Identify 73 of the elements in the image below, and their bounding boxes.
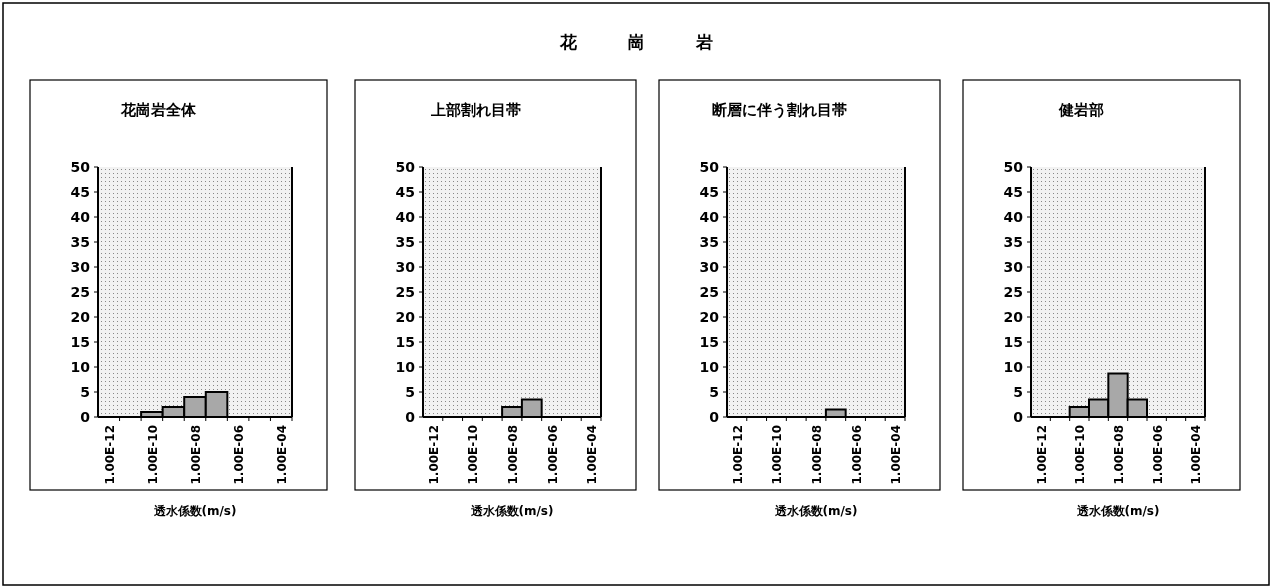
y-tick-label: 25 — [699, 284, 719, 300]
x-axis-title: 透水係数(m/s) — [1075, 504, 1160, 518]
y-tick-label: 40 — [70, 209, 91, 225]
y-tick-label: 5 — [80, 384, 90, 400]
y-tick-label: 35 — [699, 234, 719, 250]
y-tick-label: 15 — [70, 334, 90, 350]
y-tick-label: 45 — [1003, 184, 1023, 200]
y-tick-label: 35 — [70, 234, 90, 250]
y-tick-label: 5 — [405, 384, 415, 400]
x-axis-title: 透水係数(m/s) — [773, 504, 858, 518]
y-tick-label: 25 — [395, 284, 415, 300]
y-tick-label: 45 — [70, 184, 90, 200]
y-tick-label: 25 — [70, 284, 90, 300]
y-tick-label: 10 — [1003, 359, 1024, 375]
x-tick-label: 1.00E-12 — [730, 425, 745, 485]
y-tick-label: 20 — [70, 309, 91, 325]
x-axis-title: 透水係数(m/s) — [152, 504, 237, 518]
x-tick-label: 1.00E-08 — [1112, 425, 1126, 485]
y-tick-label: 50 — [395, 159, 416, 175]
x-tick-label: 1.00E-04 — [889, 425, 904, 485]
y-tick-label: 20 — [699, 309, 720, 325]
x-tick-label: 1.00E-08 — [810, 425, 824, 485]
text: 花 崗 岩 — [558, 32, 713, 52]
x-tick-label: 1.00E-08 — [506, 425, 520, 485]
x-tick-label: 1.00E-06 — [232, 425, 247, 485]
x-tick-label: 1.00E-10 — [145, 425, 160, 485]
x-tick-label: 1.00E-10 — [770, 425, 785, 485]
y-tick-label: 30 — [699, 259, 720, 275]
x-tick-label: 1.00E-06 — [849, 425, 864, 485]
y-tick-label: 40 — [1003, 209, 1024, 225]
y-tick-label: 35 — [1003, 234, 1023, 250]
y-tick-label: 15 — [395, 334, 415, 350]
x-tick-label: 1.00E-10 — [466, 425, 481, 485]
x-tick-label: 1.00E-06 — [1150, 425, 1165, 485]
y-tick-label: 15 — [699, 334, 719, 350]
y-tick-label: 10 — [699, 359, 720, 375]
y-tick-label: 40 — [699, 209, 720, 225]
y-tick-label: 10 — [70, 359, 91, 375]
x-tick-label: 1.00E-08 — [189, 425, 203, 485]
y-tick-label: 35 — [395, 234, 415, 250]
y-tick-label: 30 — [70, 259, 91, 275]
y-tick-label: 10 — [395, 359, 416, 375]
y-tick-label: 20 — [1003, 309, 1024, 325]
y-tick-label: 15 — [1003, 334, 1023, 350]
x-tick-label: 1.00E-12 — [426, 425, 441, 485]
x-tick-label: 1.00E-10 — [1073, 425, 1088, 485]
chart-title: 健岩部 — [1058, 101, 1104, 119]
y-tick-label: 40 — [395, 209, 416, 225]
y-tick-label: 20 — [395, 309, 416, 325]
y-tick-label: 25 — [1003, 284, 1023, 300]
y-tick-label: 50 — [70, 159, 91, 175]
y-tick-label: 30 — [395, 259, 416, 275]
y-tick-label: 0 — [709, 409, 720, 425]
y-tick-label: 0 — [405, 409, 416, 425]
x-tick-label: 1.00E-04 — [585, 425, 600, 485]
y-tick-label: 0 — [1013, 409, 1024, 425]
y-tick-label: 45 — [395, 184, 415, 200]
y-tick-label: 45 — [699, 184, 719, 200]
x-tick-label: 1.00E-06 — [545, 425, 560, 485]
x-tick-label: 1.00E-04 — [1189, 425, 1204, 485]
x-tick-label: 1.00E-04 — [275, 425, 290, 485]
y-tick-label: 5 — [709, 384, 719, 400]
y-tick-label: 0 — [80, 409, 91, 425]
chart-title: 断層に伴う割れ目帯 — [712, 101, 847, 119]
y-tick-label: 5 — [1013, 384, 1023, 400]
y-tick-label: 30 — [1003, 259, 1024, 275]
x-axis-title: 透水係数(m/s) — [469, 504, 554, 518]
x-tick-label: 1.00E-12 — [102, 425, 117, 485]
chart-title: 花崗岩全体 — [120, 101, 197, 119]
y-tick-label: 50 — [1003, 159, 1024, 175]
y-tick-label: 50 — [699, 159, 720, 175]
chart-title: 上部割れ目帯 — [429, 101, 521, 119]
x-tick-label: 1.00E-12 — [1034, 425, 1049, 485]
